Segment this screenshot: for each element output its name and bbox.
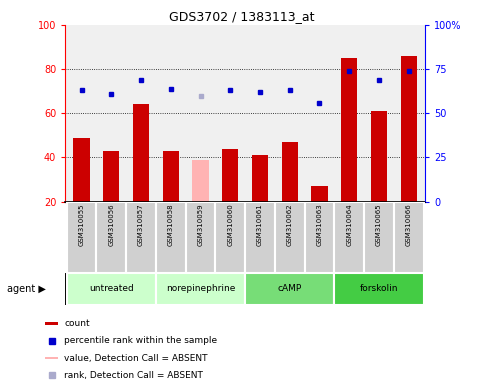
Bar [371,111,387,202]
Bar [364,202,394,273]
Text: GSM310061: GSM310061 [257,204,263,247]
Bar [394,202,424,273]
Text: GSM310060: GSM310060 [227,204,233,247]
Bar [67,202,97,273]
Text: GSM310058: GSM310058 [168,204,174,247]
Text: GSM310066: GSM310066 [406,204,412,247]
Text: GDS3702 / 1383113_at: GDS3702 / 1383113_at [169,10,314,23]
Text: GSM310056: GSM310056 [108,204,114,247]
Text: cAMP: cAMP [278,285,302,293]
Text: norepinephrine: norepinephrine [166,285,235,293]
Bar [45,357,58,359]
Text: GSM310062: GSM310062 [287,204,293,247]
Bar [334,202,364,273]
Text: untreated: untreated [89,285,134,293]
Bar [133,104,149,202]
Bar [275,202,305,273]
Bar [185,202,215,273]
Bar [163,151,179,202]
Bar [73,137,90,202]
Bar [341,58,357,202]
Bar [67,273,156,305]
Bar [156,273,245,305]
Bar [245,202,275,273]
Text: GSM310064: GSM310064 [346,204,352,247]
Bar [97,202,126,273]
Text: GSM310065: GSM310065 [376,204,382,247]
Text: GSM310057: GSM310057 [138,204,144,247]
Text: GSM310063: GSM310063 [316,204,323,247]
Bar [245,273,334,305]
Bar [400,56,417,202]
Bar [282,142,298,202]
Bar [215,202,245,273]
Bar [222,149,239,202]
Text: rank, Detection Call = ABSENT: rank, Detection Call = ABSENT [64,371,203,380]
Bar [334,273,424,305]
Text: value, Detection Call = ABSENT: value, Detection Call = ABSENT [64,354,208,362]
Text: percentile rank within the sample: percentile rank within the sample [64,336,217,345]
Text: GSM310055: GSM310055 [79,204,85,246]
Text: forskolin: forskolin [360,285,398,293]
Text: count: count [64,319,90,328]
Bar [311,186,327,202]
Bar [156,202,185,273]
Bar [252,155,268,202]
Bar [45,322,58,325]
Text: agent ▶: agent ▶ [7,284,46,294]
Bar [305,202,334,273]
Bar [192,160,209,202]
Text: GSM310059: GSM310059 [198,204,203,247]
Bar [103,151,119,202]
Bar [126,202,156,273]
